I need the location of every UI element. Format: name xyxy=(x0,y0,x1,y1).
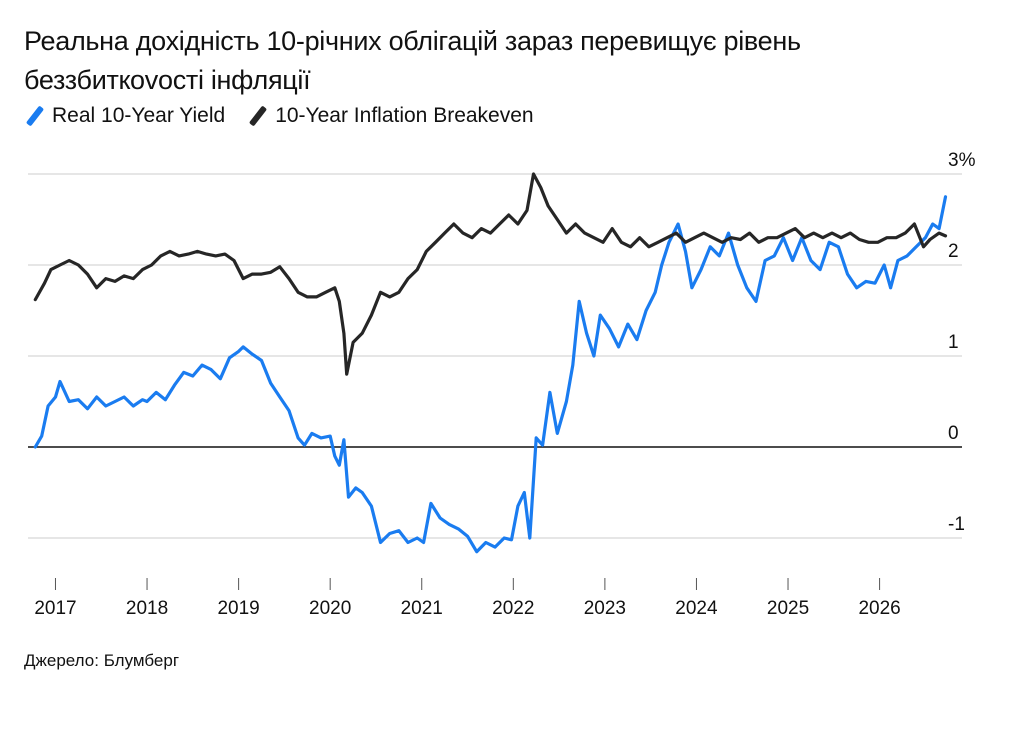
x-tick-label: 2026 xyxy=(858,598,900,619)
series-line-breakeven xyxy=(33,172,948,376)
legend-label-breakeven: 10-Year Inflation Breakeven xyxy=(275,104,534,127)
y-tick-label: 3% xyxy=(948,150,976,171)
y-tick-label: 0 xyxy=(948,423,959,444)
y-tick-label: 1 xyxy=(948,332,959,353)
legend: Real 10-Year Yield 10-Year Inflation Bre… xyxy=(24,104,556,128)
x-tick-label: 2017 xyxy=(34,598,76,619)
y-tick-label: 2 xyxy=(948,241,959,262)
source-note: Джерело: Блумберг xyxy=(24,651,180,670)
x-tick-label: 2021 xyxy=(401,598,443,619)
y-tick-label: -1 xyxy=(948,514,965,535)
x-tick-label: 2022 xyxy=(492,598,534,619)
series-line-real-yield xyxy=(33,195,948,554)
legend-item-real-yield: Real 10-Year Yield xyxy=(24,104,225,128)
x-tick-label: 2020 xyxy=(309,598,351,619)
x-tick-label: 2023 xyxy=(584,598,626,619)
legend-label-real-yield: Real 10-Year Yield xyxy=(52,104,226,127)
x-tick-label: 2019 xyxy=(217,598,259,619)
chart-title: Реальна дохідність 10-річних облігацій з… xyxy=(24,26,801,95)
legend-item-breakeven: 10-Year Inflation Breakeven xyxy=(247,104,534,128)
x-tick-label: 2025 xyxy=(767,598,809,619)
x-tick-label: 2024 xyxy=(675,598,718,619)
x-tick-label: 2018 xyxy=(126,598,168,619)
